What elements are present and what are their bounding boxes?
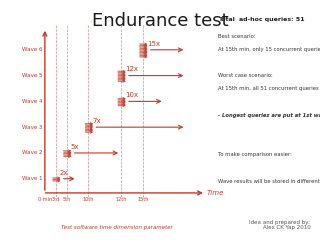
Text: Idea and prepared by:
Alex CK Yap 2010: Idea and prepared by: Alex CK Yap 2010: [249, 220, 310, 230]
Text: - Longest queries are put at 1st wave: - Longest queries are put at 1st wave: [218, 113, 320, 118]
Text: Best scenario:: Best scenario:: [218, 34, 255, 39]
Text: 5th: 5th: [62, 197, 71, 202]
Text: Endurance test: Endurance test: [92, 12, 228, 30]
Text: Wave 3: Wave 3: [22, 125, 42, 130]
Text: Wave 4: Wave 4: [22, 99, 42, 104]
Text: 15x: 15x: [147, 41, 160, 47]
Text: 12th: 12th: [115, 197, 127, 202]
Text: 5x: 5x: [71, 144, 79, 150]
Text: Worst case scenario:: Worst case scenario:: [218, 73, 272, 78]
Text: 3rd: 3rd: [52, 197, 60, 202]
Text: Wave results will be stored in different folder.: Wave results will be stored in different…: [218, 179, 320, 184]
Text: 12x: 12x: [125, 66, 138, 72]
Text: 15th: 15th: [137, 197, 148, 202]
Text: At 15th min, all 51 concurrent queries are still running: At 15th min, all 51 concurrent queries a…: [218, 86, 320, 91]
Text: Test software time dimension parameter: Test software time dimension parameter: [60, 225, 172, 230]
Text: 10th: 10th: [83, 197, 94, 202]
Text: Wave 6: Wave 6: [22, 47, 42, 52]
Text: Total  ad-hoc queries: 51: Total ad-hoc queries: 51: [218, 17, 304, 22]
Text: 7x: 7x: [92, 118, 101, 124]
Text: Wave 1: Wave 1: [22, 176, 42, 181]
Text: To make comparison easier:: To make comparison easier:: [218, 152, 292, 157]
Text: At 15th min, only 15 concurrent queries running: At 15th min, only 15 concurrent queries …: [218, 47, 320, 52]
Text: 2x: 2x: [60, 170, 68, 176]
Text: Wave 2: Wave 2: [22, 150, 42, 156]
Text: Time: Time: [207, 190, 224, 196]
Text: 0 min: 0 min: [38, 197, 52, 202]
Text: Wave 5: Wave 5: [22, 73, 42, 78]
Text: 10x: 10x: [125, 92, 138, 98]
